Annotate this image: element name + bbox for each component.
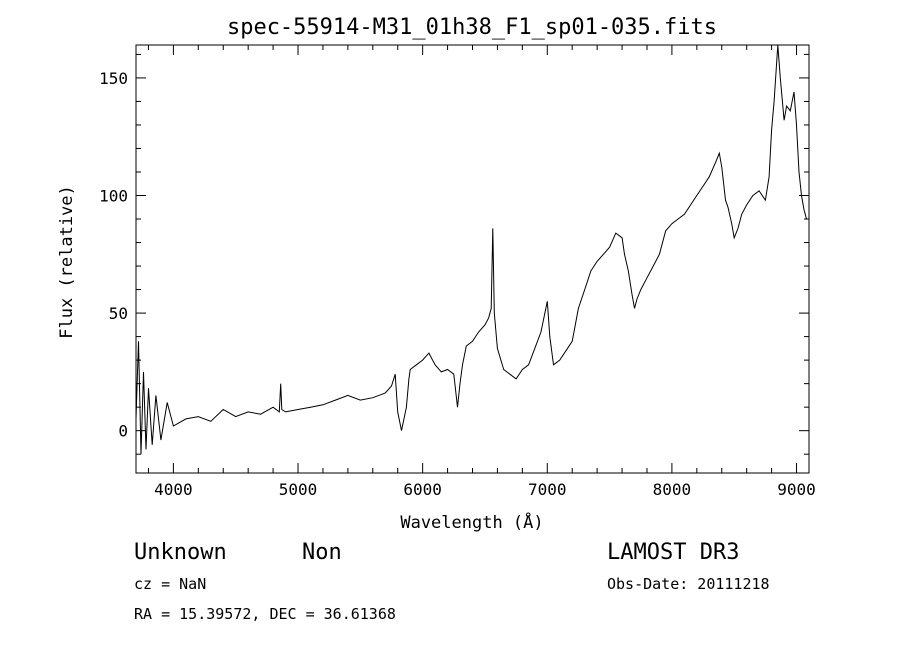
obs-date: Obs-Date: 20111218	[607, 575, 770, 593]
cz-value: cz = NaN	[134, 575, 206, 593]
axis-tick-labels: 4000 5000 6000 7000 8000 9000 0 50 100 150	[99, 69, 816, 499]
chart-title: spec-55914-M31_01h38_F1_sp01-035.fits	[227, 15, 717, 40]
y-tick-label: 100	[99, 187, 128, 206]
subclass-label: Non	[302, 540, 342, 565]
survey-label: LAMOST DR3	[607, 540, 739, 565]
y-tick-label: 50	[109, 304, 128, 323]
y-tick-label: 0	[118, 422, 128, 441]
x-tick-label: 4000	[154, 480, 193, 499]
x-axis-label: Wavelength (Å)	[400, 511, 543, 533]
y-axis-label: Flux (relative)	[57, 185, 77, 339]
x-tick-label: 6000	[403, 480, 442, 499]
x-tick-label: 5000	[279, 480, 318, 499]
spectrum-line	[135, 44, 807, 455]
axis-ticks	[136, 45, 809, 473]
class-label: Unknown	[134, 540, 227, 565]
y-tick-label: 150	[99, 69, 128, 88]
x-tick-label: 7000	[528, 480, 567, 499]
ra-dec: RA = 15.39572, DEC = 36.61368	[134, 605, 396, 623]
x-tick-label: 8000	[653, 480, 692, 499]
plot-frame	[135, 44, 810, 474]
x-tick-label: 9000	[777, 480, 816, 499]
